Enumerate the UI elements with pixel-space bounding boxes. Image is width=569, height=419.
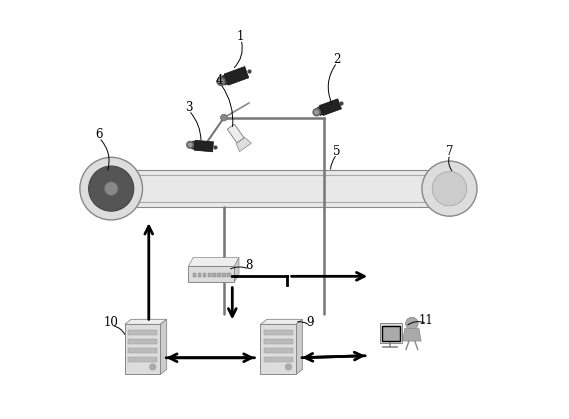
Polygon shape	[221, 75, 228, 85]
FancyBboxPatch shape	[128, 357, 157, 362]
Polygon shape	[317, 106, 323, 116]
FancyBboxPatch shape	[264, 357, 292, 362]
Text: 4: 4	[216, 74, 224, 87]
Circle shape	[422, 161, 477, 216]
Circle shape	[187, 142, 193, 148]
Polygon shape	[224, 67, 249, 85]
Circle shape	[188, 143, 192, 147]
FancyBboxPatch shape	[125, 324, 160, 375]
Polygon shape	[194, 140, 213, 152]
FancyBboxPatch shape	[197, 272, 201, 277]
Polygon shape	[125, 319, 167, 324]
Text: 2: 2	[333, 53, 340, 66]
Text: 10: 10	[104, 316, 118, 329]
Circle shape	[315, 111, 319, 114]
Text: 9: 9	[306, 316, 314, 329]
Circle shape	[217, 78, 225, 85]
FancyBboxPatch shape	[208, 272, 211, 277]
Polygon shape	[160, 319, 167, 375]
FancyBboxPatch shape	[193, 272, 196, 277]
Circle shape	[80, 157, 142, 220]
Text: 11: 11	[419, 314, 434, 327]
Polygon shape	[261, 319, 302, 324]
Polygon shape	[192, 141, 195, 149]
Circle shape	[221, 114, 227, 121]
FancyBboxPatch shape	[128, 330, 157, 335]
FancyBboxPatch shape	[128, 348, 157, 353]
FancyBboxPatch shape	[128, 339, 157, 344]
Circle shape	[432, 171, 467, 206]
Text: 8: 8	[245, 259, 253, 272]
FancyBboxPatch shape	[380, 323, 402, 343]
Text: 3: 3	[185, 101, 192, 114]
FancyBboxPatch shape	[382, 326, 401, 341]
FancyBboxPatch shape	[228, 272, 231, 277]
FancyBboxPatch shape	[222, 272, 226, 277]
Text: 7: 7	[446, 145, 453, 158]
Polygon shape	[296, 319, 302, 375]
Circle shape	[219, 80, 223, 83]
FancyBboxPatch shape	[264, 348, 292, 353]
Circle shape	[406, 317, 418, 330]
Circle shape	[150, 364, 156, 370]
FancyBboxPatch shape	[217, 272, 221, 277]
Circle shape	[286, 364, 291, 370]
FancyBboxPatch shape	[111, 170, 450, 207]
Polygon shape	[234, 258, 239, 282]
FancyBboxPatch shape	[188, 266, 234, 282]
Circle shape	[89, 166, 134, 211]
Polygon shape	[227, 124, 244, 143]
FancyBboxPatch shape	[264, 330, 292, 335]
Polygon shape	[319, 99, 341, 116]
Circle shape	[313, 109, 320, 116]
FancyBboxPatch shape	[212, 272, 216, 277]
Polygon shape	[188, 258, 239, 266]
FancyBboxPatch shape	[264, 339, 292, 344]
Polygon shape	[236, 137, 251, 152]
Text: 6: 6	[95, 128, 102, 141]
FancyBboxPatch shape	[261, 324, 296, 375]
Text: 5: 5	[333, 145, 340, 158]
Circle shape	[104, 182, 118, 196]
Polygon shape	[403, 328, 421, 341]
FancyBboxPatch shape	[203, 272, 207, 277]
Text: 1: 1	[237, 30, 244, 43]
